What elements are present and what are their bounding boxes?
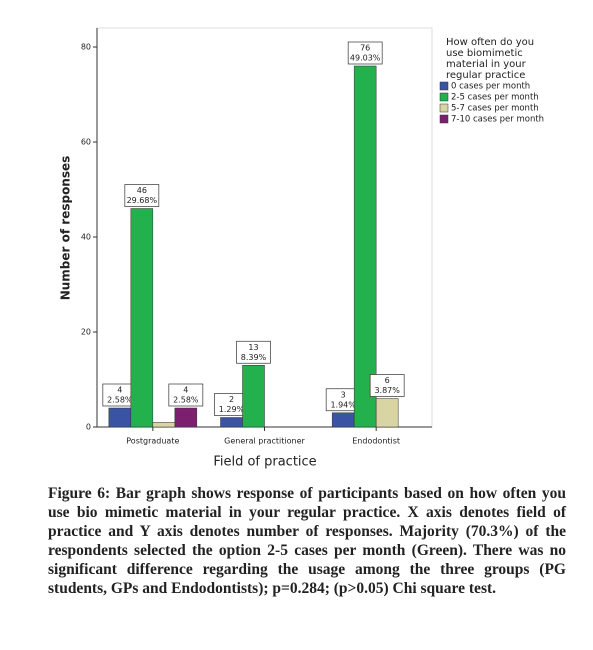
value-label: 6 [385, 376, 390, 385]
bar [152, 422, 176, 428]
bar [220, 417, 243, 428]
legend-label: 0 cases per month [451, 82, 530, 92]
y-tick-label: 80 [81, 43, 91, 52]
bar [108, 407, 132, 428]
legend-title: use biomimetic [446, 48, 523, 59]
legend-title: regular practice [446, 70, 525, 81]
x-axis-label: Field of practice [213, 455, 316, 470]
legend-title: material in your [446, 59, 527, 70]
value-label: 2 [229, 395, 234, 404]
y-tick-label: 0 [86, 423, 91, 432]
value-label-box [347, 41, 383, 65]
percent-label: 49.03% [350, 54, 381, 63]
bar [130, 208, 154, 428]
bar [242, 365, 265, 428]
value-label: 4 [183, 386, 188, 395]
legend-swatch [439, 81, 449, 91]
bar [331, 412, 355, 428]
percent-label: 2.58% [173, 396, 199, 405]
legend-swatch [439, 92, 449, 102]
value-label-box [124, 184, 160, 207]
percent-label: 29.68% [127, 196, 158, 205]
percent-label: 1.29% [219, 405, 245, 414]
caption: Figure 6: Bar graph shows response of pa… [48, 485, 566, 597]
value-label: 3 [341, 390, 346, 399]
value-label: 13 [248, 343, 258, 352]
value-label: 46 [137, 186, 147, 195]
y-tick-label: 60 [81, 138, 91, 147]
y-tick-label: 20 [81, 328, 91, 337]
legend-label: 2-5 cases per month [451, 93, 539, 103]
x-tick-label: Postgraduate [126, 437, 179, 446]
y-tick-label: 40 [81, 233, 91, 242]
legend-label: 5-7 cases per month [451, 104, 539, 114]
legend-swatch [439, 103, 449, 113]
legend-label: 7-10 cases per month [451, 115, 544, 125]
value-label: 76 [360, 44, 370, 53]
percent-label: 3.87% [374, 386, 400, 395]
value-label-box [369, 374, 405, 397]
x-tick-label: Endodontist [352, 437, 400, 446]
percent-label: 1.94% [330, 400, 356, 409]
value-label-box [236, 340, 271, 364]
legend-title: How often do you [446, 37, 534, 48]
value-label-box [168, 383, 204, 407]
bar [174, 407, 198, 428]
chart: Number of responses Field of practice 0 2… [59, 27, 544, 470]
percent-label: 2.58% [107, 396, 133, 405]
value-label: 4 [117, 386, 122, 395]
x-tick-label: General practitioner [224, 437, 305, 446]
legend-swatch [439, 114, 449, 124]
bar [353, 65, 377, 428]
y-axis-label: Number of responses [59, 156, 73, 301]
percent-label: 8.39% [241, 353, 267, 362]
bar [375, 398, 399, 428]
